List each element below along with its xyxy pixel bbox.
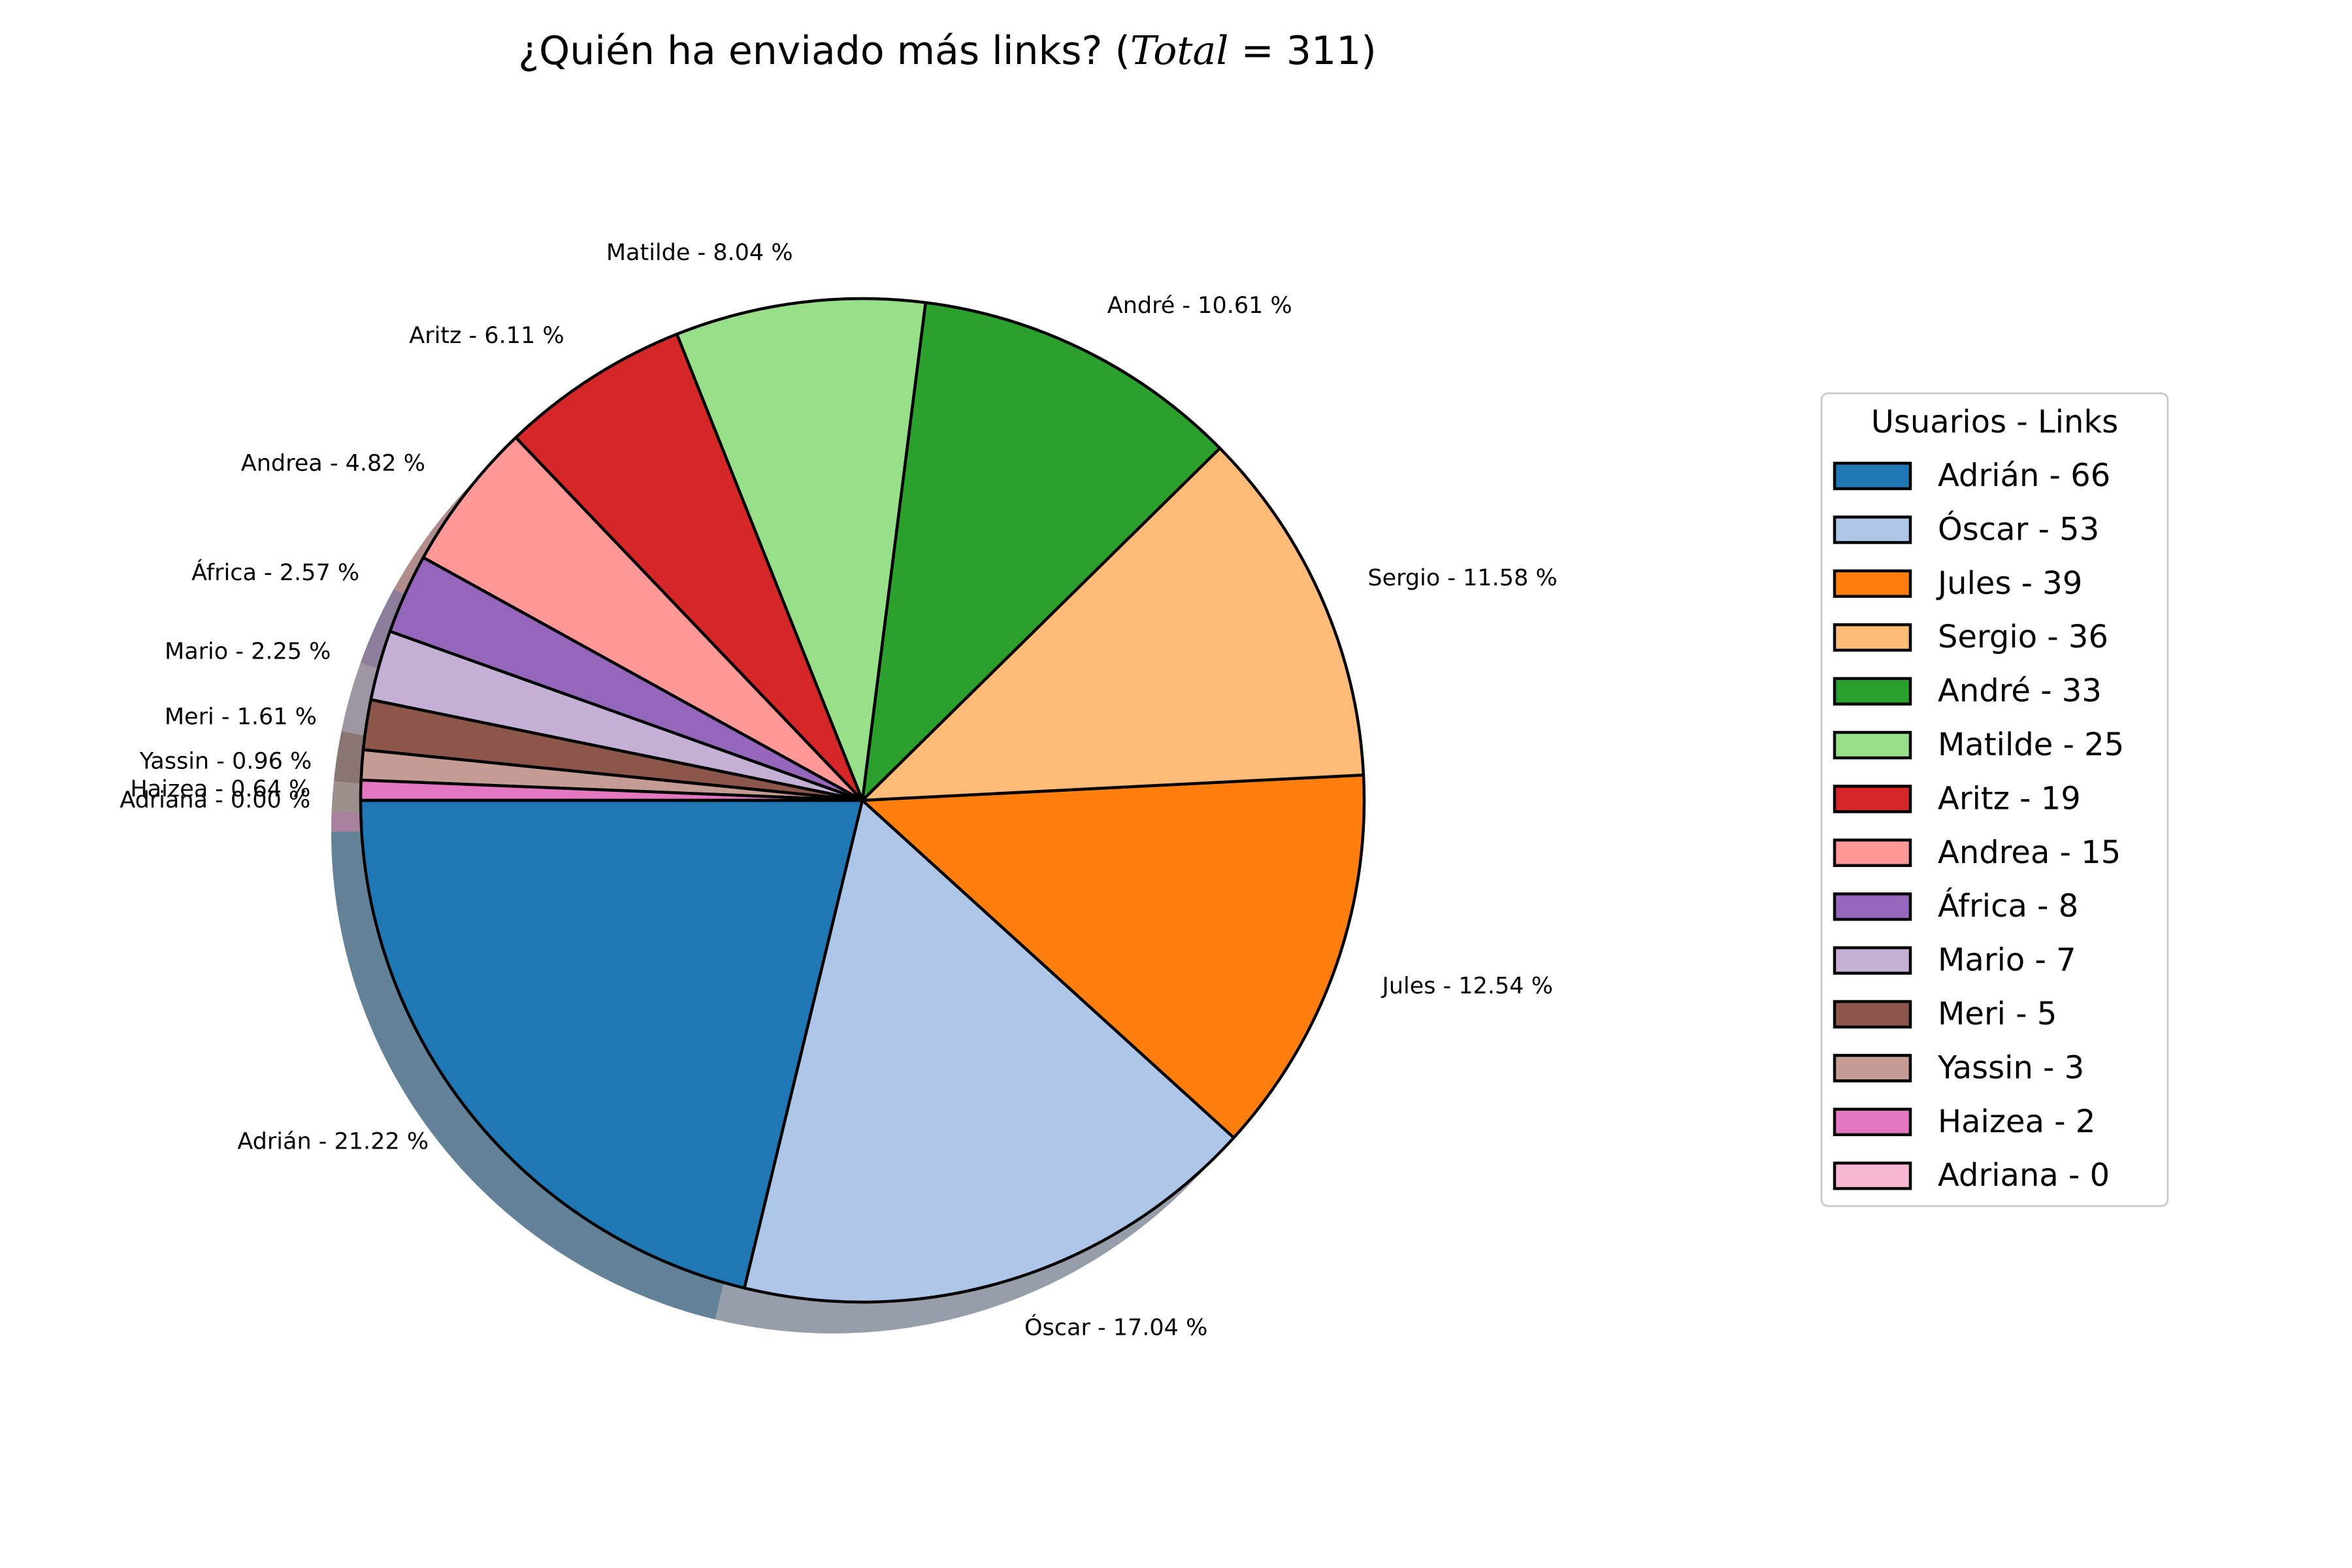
slice-label-adrian: Adrián - 21.22 % — [237, 1128, 429, 1154]
slice-matilde — [675, 297, 927, 802]
slice-label-haizea: Haizea - 0.64 % — [130, 776, 310, 802]
slice-label-africa: África - 2.57 % — [191, 559, 359, 586]
chart-title-math-rest: = 311 — [1228, 28, 1361, 74]
legend-swatch-adrian — [1833, 461, 1912, 491]
slice-jules — [860, 773, 1366, 1139]
slice-andre — [860, 301, 1222, 802]
legend-swatch-yassin — [1833, 1054, 1912, 1083]
chart-title: ¿Quién ha enviado más links? (Total = 31… — [518, 28, 1377, 74]
slice-label-meri: Meri - 1.61 % — [165, 704, 317, 730]
legend-label-adriana: Adriana - 0 — [1938, 1157, 2110, 1194]
legend-swatch-meri — [1833, 1000, 1912, 1029]
legend-label-meri: Meri - 5 — [1938, 996, 2057, 1032]
chart-title-prefix: ¿Quién ha enviado más links? ( — [518, 28, 1130, 74]
slice-label-matilde: Matilde - 8.04 % — [606, 240, 793, 266]
slice-label-andre: André - 10.61 % — [1107, 293, 1292, 319]
pie-slices — [359, 297, 1366, 1304]
slice-label-adriana: Adriana - 0.00 % — [120, 787, 310, 813]
legend-label-africa: África - 8 — [1938, 887, 2078, 924]
slice-sergio — [860, 446, 1365, 802]
legend-swatch-andre — [1833, 677, 1912, 706]
legend-label-andrea: Andrea - 15 — [1938, 834, 2121, 871]
slice-label-mario: Mario - 2.25 % — [165, 638, 331, 664]
slice-label-jules: Jules - 12.54 % — [1381, 973, 1553, 1000]
legend-swatch-africa — [1833, 892, 1912, 921]
slice-aritz — [514, 333, 864, 802]
legend-label-mario: Mario - 7 — [1938, 942, 2076, 979]
slice-label-oscar: Óscar - 17.04 % — [1024, 1314, 1207, 1341]
legend-swatch-matilde — [1833, 730, 1912, 760]
legend-swatch-haizea — [1833, 1107, 1912, 1137]
legend-label-oscar: Óscar - 53 — [1938, 510, 2099, 547]
legend-swatch-adriana — [1833, 1161, 1912, 1190]
slice-label-sergio: Sergio - 11.58 % — [1367, 565, 1557, 591]
slice-label-yassin: Yassin - 0.96 % — [139, 748, 312, 774]
legend-label-matilde: Matilde - 25 — [1938, 727, 2124, 763]
slice-label-aritz: Aritz - 6.11 % — [409, 323, 564, 349]
legend-label-yassin: Yassin - 3 — [1937, 1049, 2084, 1086]
legend-entries: Adrián - 66 Óscar - 53 Jules - 39 Sergio - … — [1833, 457, 2124, 1194]
legend-label-jules: Jules - 39 — [1936, 565, 2082, 602]
legend-label-sergio: Sergio - 36 — [1938, 619, 2108, 655]
chart-title-math-word: Total — [1130, 28, 1229, 74]
legend-swatch-jules — [1833, 569, 1912, 598]
legend-swatch-andrea — [1833, 838, 1912, 868]
legend: Usuarios - Links Adrián - 66 Óscar - 53 Ju… — [1820, 392, 2169, 1207]
legend-label-andre: André - 33 — [1938, 673, 2102, 710]
chart-title-suffix: ) — [1361, 28, 1376, 74]
legend-label-haizea: Haizea - 2 — [1938, 1103, 2095, 1140]
slice-label-andrea: Andrea - 4.82 % — [241, 450, 425, 476]
slice-adrian — [359, 798, 864, 1290]
legend-swatch-oscar — [1833, 515, 1912, 544]
slice-oscar — [743, 798, 1235, 1304]
legend-label-adrian: Adrián - 66 — [1938, 457, 2110, 494]
legend-swatch-sergio — [1833, 623, 1912, 652]
legend-title: Usuarios - Links — [1871, 404, 2119, 440]
legend-swatch-mario — [1833, 946, 1912, 975]
slice-andrea — [421, 436, 864, 802]
slice-labels: Adrián - 21.22 % Óscar - 17.04 % Jules - 1… — [120, 240, 1557, 1341]
legend-label-aritz: Aritz - 19 — [1938, 780, 2081, 817]
legend-swatch-aritz — [1833, 785, 1912, 813]
